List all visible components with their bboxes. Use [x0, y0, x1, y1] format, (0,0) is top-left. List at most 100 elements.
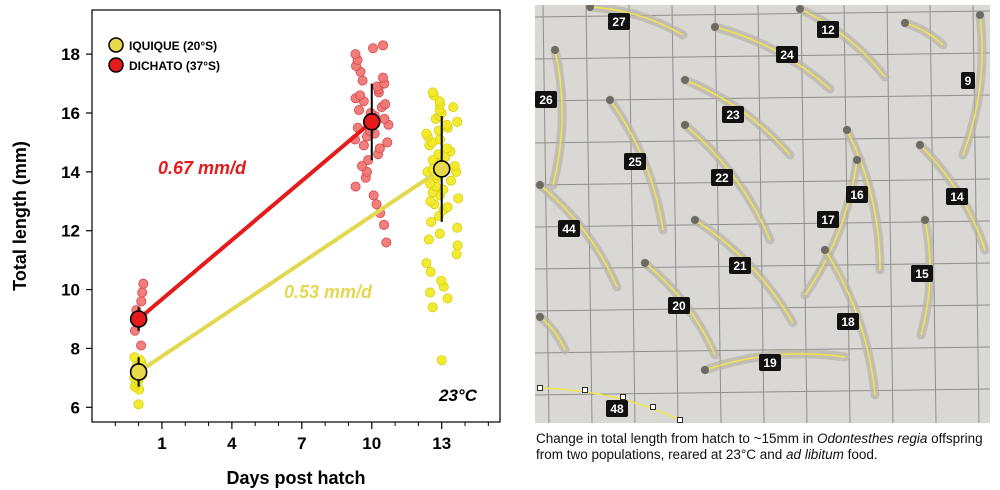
larva-eye — [821, 246, 829, 254]
trace-node — [537, 385, 543, 391]
caption-text-1: Change in total length from hatch to ~15… — [536, 431, 818, 446]
sample-point-iquique — [453, 193, 464, 204]
sample-point-dichato — [374, 143, 385, 154]
sample-point-iquique — [425, 266, 436, 277]
mean-point-iquique — [432, 160, 451, 178]
larva-eye — [691, 216, 699, 224]
sample-point-dichato — [136, 340, 147, 351]
sample-point-iquique — [434, 228, 445, 239]
larva-eye — [701, 366, 709, 374]
grid-line — [714, 5, 722, 423]
larva-length-trace — [962, 14, 983, 156]
sample-point-dichato — [138, 278, 149, 289]
sample-point-iquique — [435, 134, 446, 145]
larva-eye — [536, 181, 544, 189]
larva-id-labels: 27 24 12 9 26 23 25 22 16 14 17 44 21 15 20 18 19 48 — [535, 13, 975, 417]
legend-marker-iquique — [108, 37, 124, 53]
larva-label: 48 — [610, 402, 624, 416]
sample-point-iquique — [425, 196, 436, 207]
larva-eye — [586, 5, 594, 11]
sample-point-dichato — [382, 137, 393, 148]
plot-frame — [91, 9, 501, 423]
grid-line — [542, 5, 550, 423]
larva-label: 20 — [672, 299, 686, 313]
sample-point-iquique — [451, 249, 462, 260]
legend-label-dichato: DICHATO (37°S) — [129, 59, 220, 73]
larva-length-trace — [846, 129, 881, 271]
larva-label: 18 — [841, 315, 855, 329]
larva-label-bg — [668, 297, 690, 314]
sample-point-iquique — [452, 240, 463, 251]
larva-eye — [843, 126, 851, 134]
legend: IQUIQUE (20°S) DICHATO (37°S) — [108, 37, 220, 73]
larva-label-bg — [961, 72, 975, 89]
larva-label: 17 — [821, 213, 835, 227]
larva-label-bg — [776, 46, 798, 63]
larva-label: 14 — [950, 190, 964, 204]
grid-line — [535, 136, 990, 144]
larva-length-trace — [684, 124, 771, 241]
grid-line — [535, 388, 990, 396]
larva-label: 16 — [850, 188, 864, 202]
x-axis-title: Days post hatch — [226, 468, 365, 488]
sample-point-iquique — [421, 128, 432, 139]
grid-line — [535, 52, 990, 60]
larva-eye — [853, 156, 861, 164]
figure-caption: Change in total length from hatch to ~15… — [536, 431, 988, 463]
larva-label: 25 — [628, 155, 642, 169]
larva-eye — [901, 19, 909, 27]
sample-point-iquique — [442, 202, 453, 213]
larva-label-bg — [624, 153, 646, 170]
sample-point-dichato — [381, 237, 392, 248]
sample-point-iquique — [452, 222, 463, 233]
sample-point-iquique — [129, 352, 140, 363]
larva-label-bg — [606, 400, 628, 417]
legend-marker-dichato — [108, 57, 124, 73]
sample-point-dichato — [358, 140, 369, 151]
sample-point-dichato — [355, 90, 366, 101]
larva-eye — [641, 259, 649, 267]
larva-label-bg — [837, 313, 859, 330]
larva-label: 21 — [733, 259, 747, 273]
sample-point-iquique — [441, 119, 452, 130]
x-tick-label: 4 — [227, 434, 237, 453]
larva-eye — [796, 5, 804, 13]
sample-point-dichato — [354, 105, 365, 116]
larva-length-trace — [539, 387, 681, 421]
larva-label: 24 — [780, 48, 794, 62]
larva-eye — [681, 121, 689, 129]
larva-label-bg — [711, 169, 733, 186]
sample-point-dichato — [379, 113, 390, 124]
grid-line — [628, 5, 636, 423]
larva-label: 26 — [539, 93, 553, 107]
caption-text-2: offspring from two populations, reared a… — [536, 431, 983, 462]
mean-point-dichato — [362, 113, 381, 131]
sample-point-dichato — [368, 43, 379, 54]
larva-label-bg — [817, 21, 839, 38]
larva-label-bg — [846, 186, 868, 203]
larva-eye — [606, 96, 614, 104]
temperature-annotation: 23°C — [438, 386, 478, 405]
larva-length-trace — [589, 6, 684, 36]
larva-label-bg — [558, 220, 580, 237]
larva-length-trace — [539, 184, 618, 288]
larvae-photo-drawing: 27 24 12 9 26 23 25 22 16 14 17 44 21 15 20 18 19 48 — [535, 5, 990, 423]
grid-line — [535, 346, 990, 354]
larva-label: 15 — [915, 267, 929, 281]
sample-point-dichato — [357, 75, 368, 86]
sample-point-iquique — [442, 293, 453, 304]
caption-species: Odontesthes regia — [817, 431, 928, 446]
sample-point-dichato — [371, 199, 382, 210]
larva-length-trace — [804, 159, 858, 296]
larva-label-bg — [722, 106, 744, 123]
dichato-rate-label: 0.67 mm/d — [158, 158, 247, 178]
sample-point-iquique — [436, 275, 447, 286]
y-tick-label: 18 — [61, 45, 80, 64]
larva-eye — [921, 216, 929, 224]
grid-line — [929, 5, 937, 423]
chart-marks — [129, 40, 464, 410]
sample-point-iquique — [445, 175, 456, 186]
larva-label: 27 — [612, 15, 626, 29]
sample-point-dichato — [379, 219, 390, 230]
